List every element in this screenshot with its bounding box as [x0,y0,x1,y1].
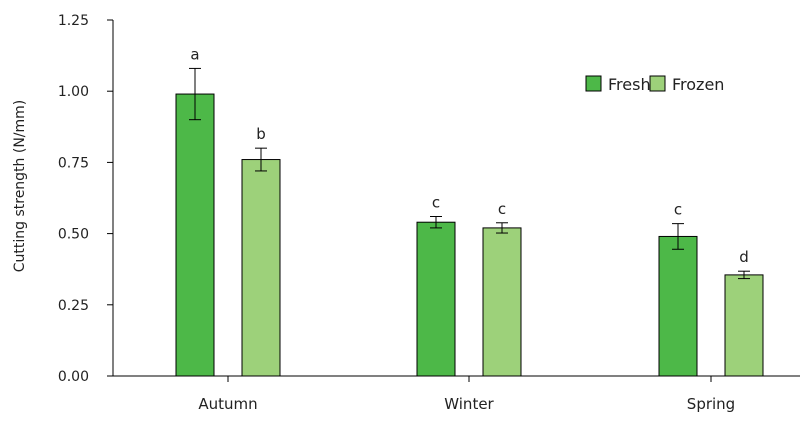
category-label-winter: Winter [444,395,494,413]
y-tick-label: 1.00 [58,84,89,100]
y-tick-label: 0.50 [58,227,89,243]
significance-label: b [256,125,266,143]
y-tick-label: 0.25 [58,298,89,314]
y-tick-label: 1.25 [58,13,89,29]
legend-swatch-frozen [649,75,666,92]
y-axis-ticks: 0.00 0.25 0.50 0.75 1.00 1.25 [58,13,113,385]
legend: Fresh Frozen [585,75,724,94]
y-tick-label: 0.75 [58,155,89,171]
bar-fresh-autumn [175,93,215,377]
bars-group: a b c c c d [175,45,764,377]
category-label-autumn: Autumn [198,395,257,413]
legend-label-fresh: Fresh [608,75,651,94]
bar-fresh-winter [416,221,456,377]
y-tick-label: 0.00 [58,369,89,385]
bar-frozen-winter [482,227,522,377]
significance-label: c [674,201,682,219]
y-axis-title: Cutting strength (N/mm) [12,100,28,273]
bar-frozen-spring [724,274,764,377]
legend-swatch-fresh [585,75,602,92]
significance-label: c [432,194,440,212]
significance-label: a [190,45,199,63]
category-label-spring: Spring [687,395,735,413]
bar-frozen-autumn [241,159,281,377]
category-labels: Autumn Winter Spring [198,376,735,413]
legend-label-frozen: Frozen [672,75,724,94]
significance-label: c [498,200,506,218]
bar-fresh-spring [658,235,698,377]
significance-label: d [739,248,749,266]
